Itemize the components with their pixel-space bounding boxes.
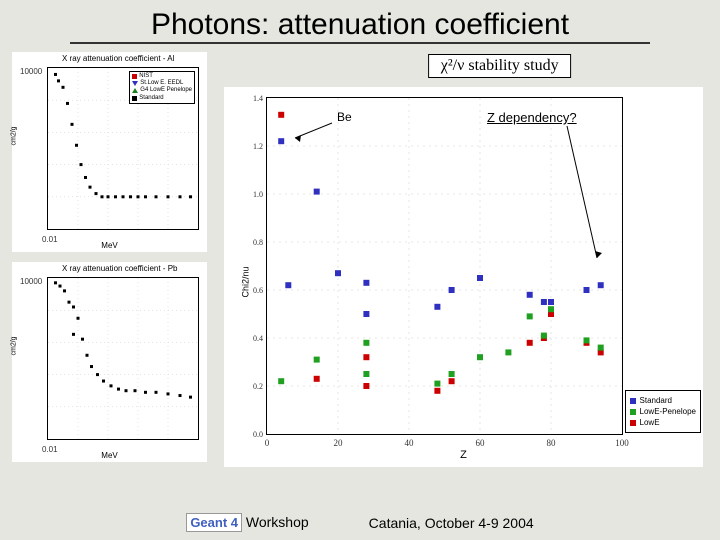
big-legend: Standard LowE-Penelope LowE: [625, 390, 701, 433]
mini-chart-title: X ray attenuation coefficient - Pb: [62, 264, 177, 273]
mini-ylabel: cm2/g: [11, 336, 18, 355]
footer-left: Geant 4 Workshop: [186, 513, 308, 532]
footer: Geant 4 Workshop Catania, October 4-9 20…: [0, 513, 720, 532]
svg-text:0.6: 0.6: [253, 286, 263, 295]
annotation-z: Z dependency?: [487, 110, 577, 125]
footer-right: Catania, October 4-9 2004: [369, 515, 534, 531]
big-ylabel: Chi2/nu: [241, 266, 251, 297]
svg-text:20: 20: [334, 438, 344, 448]
annotation-be: Be: [337, 110, 352, 124]
svg-text:1.4: 1.4: [253, 94, 263, 103]
svg-text:0.8: 0.8: [253, 238, 263, 247]
mini-chart-al: X ray attenuation coefficient - Al cm2/g…: [12, 52, 207, 252]
svg-text:1.2: 1.2: [253, 142, 263, 151]
geant-logo: Geant 4: [186, 513, 242, 532]
page-title: Photons: attenuation coefficient: [0, 0, 720, 52]
big-plot-svg: 0204060801000.00.20.40.60.81.01.21.4: [267, 98, 622, 434]
mini-axes-al: NIST St.Low E. EEDL G4 LowE Penelope Sta…: [47, 67, 199, 230]
mini-chart-pb: X ray attenuation coefficient - Pb cm2/g…: [12, 262, 207, 462]
legend-label: St.Low E. EEDL: [140, 80, 183, 87]
mini-legend: NIST St.Low E. EEDL G4 LowE Penelope Sta…: [129, 71, 195, 104]
svg-text:0.2: 0.2: [253, 382, 263, 391]
big-chart: Chi2/nu Z 0204060801000.00.20.40.60.81.0…: [224, 87, 703, 467]
content-area: X ray attenuation coefficient - Al cm2/g…: [0, 52, 720, 462]
svg-text:40: 40: [405, 438, 415, 448]
big-panel: χ²/ν stability study Chi2/nu Z 020406080…: [212, 52, 708, 462]
legend-label: NIST: [139, 73, 153, 80]
title-underline: [70, 42, 650, 44]
mini-ylabel: cm2/g: [11, 126, 18, 145]
mini-plot-svg-pb: [48, 278, 198, 439]
legend-label: LowE: [640, 418, 660, 427]
stability-text: χ²/ν stability study: [441, 57, 559, 74]
stability-label: χ²/ν stability study: [428, 54, 572, 78]
workshop-text: Workshop: [246, 514, 309, 530]
left-column: X ray attenuation coefficient - Al cm2/g…: [12, 52, 212, 462]
big-axes: 0204060801000.00.20.40.60.81.01.21.4 Be …: [266, 97, 623, 435]
svg-text:100: 100: [615, 438, 629, 448]
mini-xlabel: MeV: [101, 241, 117, 250]
mini-axes-pb: [47, 277, 199, 440]
svg-text:0.4: 0.4: [253, 334, 263, 343]
svg-text:0.0: 0.0: [253, 430, 263, 439]
svg-text:60: 60: [476, 438, 486, 448]
mini-xlabel: MeV: [101, 451, 117, 460]
svg-text:1.0: 1.0: [253, 190, 263, 199]
legend-label: Standard: [139, 95, 163, 102]
svg-text:0: 0: [265, 438, 270, 448]
legend-label: G4 LowE Penelope: [140, 87, 192, 94]
title-text: Photons: attenuation coefficient: [151, 8, 569, 41]
big-xlabel: Z: [460, 449, 467, 461]
legend-label: LowE-Penelope: [640, 407, 696, 416]
svg-text:80: 80: [547, 438, 557, 448]
mini-chart-title: X ray attenuation coefficient - Al: [62, 54, 174, 63]
logo-text: Geant 4: [190, 515, 238, 530]
legend-label: Standard: [640, 396, 672, 405]
